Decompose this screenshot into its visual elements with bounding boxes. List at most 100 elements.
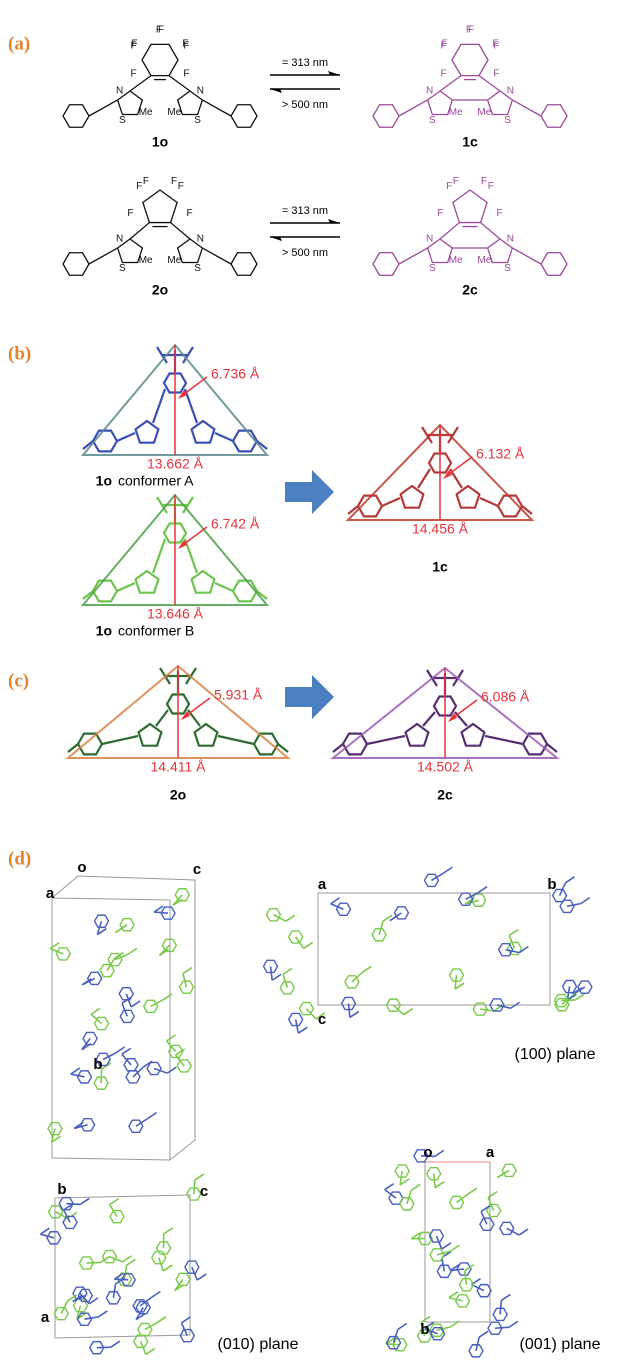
molecule — [185, 389, 197, 423]
condition: = 313 nm — [282, 57, 328, 69]
bond-ring — [63, 105, 89, 128]
molecule — [156, 710, 168, 726]
molecule — [306, 1009, 316, 1019]
molecule — [122, 1054, 131, 1065]
bond-ring — [63, 253, 89, 276]
atom-label: S — [429, 115, 436, 126]
molecule — [509, 930, 518, 936]
molecule — [499, 944, 513, 956]
molecule — [343, 734, 367, 755]
molecule — [181, 1317, 190, 1323]
molecule — [398, 1323, 407, 1329]
molecule — [125, 1265, 127, 1279]
atom-label: N — [426, 234, 433, 245]
molecule — [457, 486, 480, 508]
atom-label: S — [119, 263, 126, 274]
molecule — [509, 1321, 518, 1327]
compound-label: 1c — [432, 559, 448, 575]
molecule — [163, 994, 172, 1000]
molecule — [195, 724, 218, 746]
molecule — [113, 1284, 115, 1298]
compound-label: 1c — [462, 134, 478, 150]
molecule — [183, 968, 192, 974]
molecule — [139, 724, 162, 746]
atom-label: Me — [477, 255, 491, 266]
atom-label: Me — [139, 255, 153, 266]
atom-label: F — [481, 176, 487, 187]
molecule — [40, 1228, 49, 1234]
molecule — [66, 1204, 80, 1205]
molecule — [283, 968, 292, 974]
axis-label: a — [46, 885, 55, 902]
molecule — [495, 1327, 509, 1328]
molecule — [434, 1174, 435, 1188]
atom-label: F — [440, 69, 446, 80]
molecule — [581, 898, 590, 904]
molecule — [157, 1317, 166, 1323]
bond — [512, 248, 541, 264]
molecule — [78, 734, 102, 755]
molecule — [194, 1180, 195, 1194]
molecule — [110, 1199, 119, 1205]
axis-label: o — [423, 1144, 432, 1161]
compound-label: 1o — [152, 134, 168, 150]
molecule — [136, 571, 159, 593]
atom-label: S — [429, 263, 436, 274]
distance-label: 14.502 Å — [417, 759, 474, 775]
atom-label: S — [504, 263, 511, 274]
molecule — [519, 1229, 528, 1235]
molecule — [442, 1258, 444, 1272]
condition: > 500 nm — [282, 247, 328, 259]
atom-label: N — [116, 86, 123, 97]
molecule — [233, 431, 257, 452]
axis-label: b — [57, 1181, 66, 1198]
atom-label: F — [437, 208, 443, 219]
molecule — [153, 539, 165, 573]
molecule — [136, 421, 159, 443]
molecule — [93, 431, 117, 452]
atom-label: F — [492, 39, 498, 50]
bond-ring — [452, 44, 488, 75]
molecule — [462, 724, 485, 746]
molecule — [271, 966, 273, 980]
atom-label: N — [507, 86, 514, 97]
molecule — [86, 1262, 100, 1263]
molecule — [480, 498, 498, 506]
distance-label: 6.132 Å — [476, 446, 525, 462]
molecule — [272, 974, 281, 980]
condition: > 500 nm — [282, 99, 328, 111]
distance-label: 5.931 Å — [214, 687, 263, 703]
bond — [89, 248, 118, 264]
molecule — [215, 433, 233, 441]
molecule — [80, 1198, 89, 1204]
atom-label: F — [171, 176, 177, 187]
molecule — [153, 389, 165, 423]
axis-label: c — [318, 1011, 326, 1028]
compound-label: 2o — [152, 282, 168, 298]
molecule — [266, 909, 280, 921]
compound-label: 2c — [437, 787, 453, 803]
molecule — [352, 972, 362, 981]
atom-label: Me — [449, 107, 463, 118]
unit-cell — [52, 898, 170, 900]
molecule — [167, 1067, 176, 1073]
bond — [440, 223, 459, 239]
distance-label: 13.646 Å — [147, 606, 204, 622]
molecule — [500, 1222, 514, 1234]
molecule — [500, 1300, 501, 1314]
panel-label: (a) — [8, 33, 30, 54]
molecule — [164, 1228, 173, 1234]
bond — [202, 248, 231, 264]
molecule — [404, 1009, 413, 1015]
compound-label: 1o — [96, 473, 112, 489]
molecule — [111, 1341, 120, 1347]
molecule — [443, 867, 452, 873]
conformer-label: conformer B — [118, 623, 194, 639]
molecule — [450, 1245, 459, 1251]
compound-label: 2o — [170, 787, 186, 803]
molecule — [167, 1035, 176, 1041]
compound-label: 2c — [462, 282, 478, 298]
axis-label: b — [420, 1321, 429, 1338]
molecule — [163, 1265, 172, 1271]
molecule — [401, 486, 424, 508]
